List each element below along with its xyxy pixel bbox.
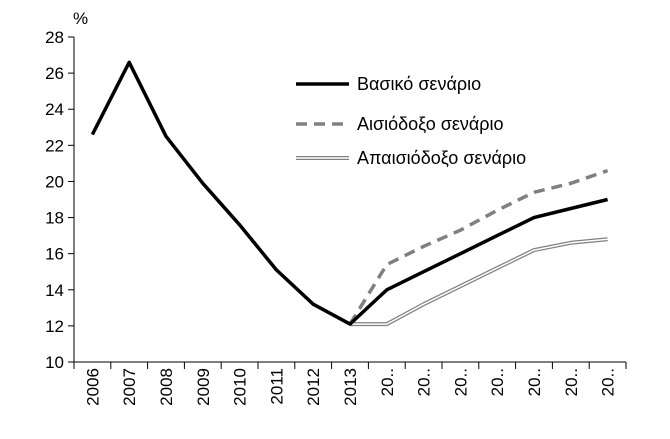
x-tick-label: 20.. <box>488 368 507 396</box>
series-line-0 <box>90 60 609 326</box>
y-axis-unit-label: % <box>73 9 88 28</box>
x-tick-label: 2010 <box>231 368 250 406</box>
x-tick-label: 2011 <box>267 368 286 405</box>
x-tick-label: 2013 <box>341 368 360 406</box>
x-tick-label: 20.. <box>562 368 581 396</box>
y-tick-label: 16 <box>45 245 64 264</box>
x-tick-label: 20.. <box>415 368 434 396</box>
y-tick-label: 22 <box>45 136 64 155</box>
x-tick-label: 20.. <box>451 368 470 396</box>
y-tick-label: 28 <box>45 28 64 47</box>
x-tick-label: 20.. <box>525 368 544 396</box>
x-tick-label: 2008 <box>157 368 176 406</box>
y-axis-ticks: 10 12 14 16 18 20 22 24 26 28 <box>45 28 74 372</box>
y-tick-label: 14 <box>45 281 64 300</box>
x-tick-label: 2006 <box>83 368 102 406</box>
series-lines <box>90 60 609 327</box>
y-tick-label: 26 <box>45 64 64 83</box>
x-tick-label: 20.. <box>378 368 397 396</box>
legend: Βασικό σενάριο Αισιόδοξο σενάριο Απαισιόδο… <box>296 74 526 168</box>
x-tick-label: 2012 <box>304 368 323 406</box>
y-tick-label: 18 <box>45 209 64 228</box>
legend-label-1: Αισιόδοξο σενάριο <box>357 114 504 134</box>
x-axis-ticks: 2006 2007 2008 2009 2010 2011 2012 2013 20.. 20..… <box>73 362 627 406</box>
legend-label-0: Βασικό σενάριο <box>357 74 481 94</box>
legend-label-2: Απαισιόδοξο σενάριο <box>357 148 526 168</box>
series-line-2-inner <box>350 238 608 325</box>
x-tick-label: 20.. <box>599 368 618 396</box>
axes <box>73 37 626 363</box>
series-line-1 <box>348 168 609 326</box>
series-line-2 <box>350 237 608 327</box>
y-tick-label: 12 <box>45 317 64 336</box>
y-tick-label: 24 <box>45 100 64 119</box>
x-tick-label: 2007 <box>120 368 139 406</box>
y-tick-label: 10 <box>45 353 64 372</box>
x-tick-label: 2009 <box>194 368 213 406</box>
y-tick-label: 20 <box>45 172 64 191</box>
